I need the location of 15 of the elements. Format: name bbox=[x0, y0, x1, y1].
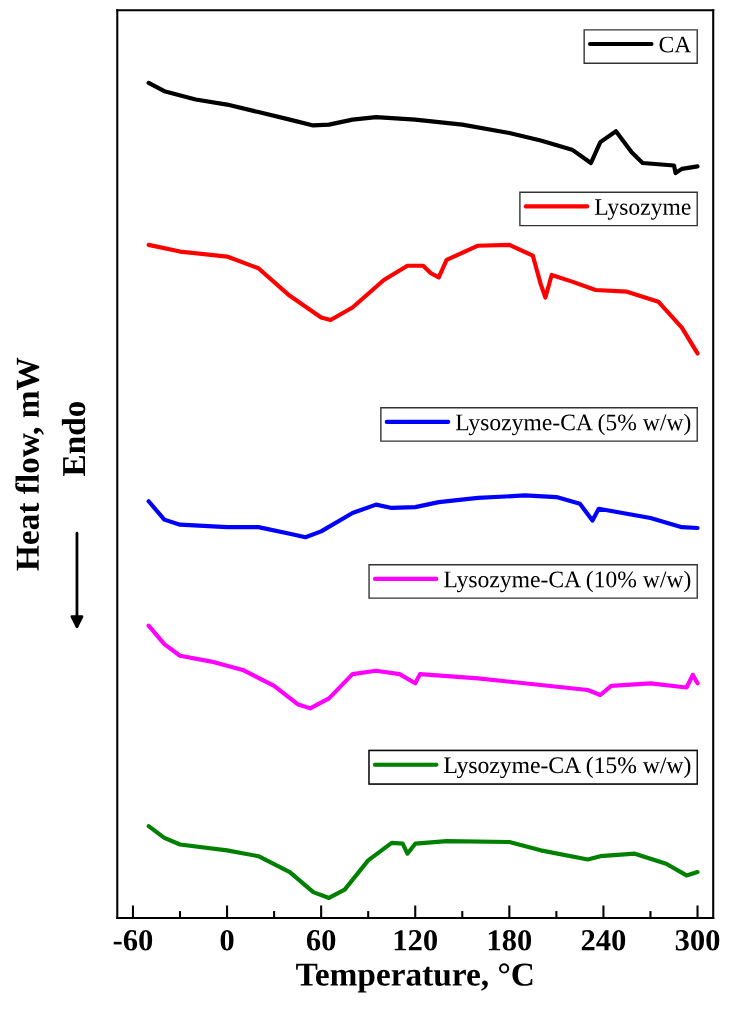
text: Endo bbox=[61, 401, 86, 477]
legend-label: Lysozyme bbox=[594, 199, 691, 220]
legend-label: Lysozyme-CA (15% w/w) bbox=[444, 756, 691, 779]
x-tick-label: 240 bbox=[581, 929, 626, 951]
x-tick-label: 0 bbox=[220, 929, 234, 951]
x-tick-label: 120 bbox=[394, 929, 437, 951]
x-tick-label: 60 bbox=[306, 929, 336, 951]
x-tick-label: 300 bbox=[675, 929, 720, 951]
x-tick-label: 180 bbox=[488, 929, 532, 951]
x-axis-title: Temperature, °C bbox=[296, 963, 533, 993]
legend-label: CA bbox=[659, 36, 692, 53]
x-tick-label: -60 bbox=[113, 929, 153, 951]
legend-label: Lysozyme-CA (10% w/w) bbox=[444, 570, 691, 593]
y-axis-title: Heat flow, mW bbox=[15, 357, 44, 571]
legend-label: Lysozyme-CA (5% w/w) bbox=[455, 413, 691, 436]
